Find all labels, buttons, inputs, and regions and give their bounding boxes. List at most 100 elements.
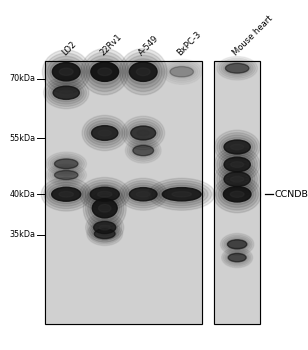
Ellipse shape — [217, 56, 257, 80]
Ellipse shape — [124, 55, 162, 88]
Ellipse shape — [52, 157, 80, 170]
Ellipse shape — [224, 140, 250, 154]
Ellipse shape — [82, 116, 128, 150]
Ellipse shape — [137, 130, 149, 136]
Ellipse shape — [98, 130, 111, 136]
Ellipse shape — [86, 213, 124, 242]
Ellipse shape — [126, 121, 160, 145]
Ellipse shape — [222, 247, 253, 268]
Ellipse shape — [133, 145, 154, 156]
Bar — [214, 61, 260, 324]
Ellipse shape — [88, 192, 122, 225]
Ellipse shape — [218, 181, 256, 207]
Ellipse shape — [89, 224, 121, 244]
Ellipse shape — [223, 187, 251, 202]
Ellipse shape — [44, 180, 89, 209]
Ellipse shape — [217, 164, 257, 194]
Ellipse shape — [92, 219, 118, 236]
Ellipse shape — [222, 235, 252, 254]
Ellipse shape — [120, 178, 167, 210]
Ellipse shape — [222, 169, 253, 189]
Ellipse shape — [87, 120, 123, 146]
Ellipse shape — [227, 240, 247, 249]
Ellipse shape — [88, 59, 121, 85]
Ellipse shape — [43, 50, 90, 93]
Text: A-549: A-549 — [137, 34, 160, 58]
Ellipse shape — [223, 249, 251, 266]
Ellipse shape — [47, 182, 86, 206]
Ellipse shape — [217, 133, 257, 161]
Ellipse shape — [221, 233, 254, 255]
Ellipse shape — [129, 141, 157, 160]
Ellipse shape — [155, 183, 208, 205]
Ellipse shape — [217, 149, 257, 180]
Ellipse shape — [122, 52, 164, 91]
Ellipse shape — [219, 135, 255, 159]
Ellipse shape — [122, 181, 164, 208]
Ellipse shape — [219, 167, 255, 192]
Ellipse shape — [92, 199, 117, 218]
Ellipse shape — [222, 138, 253, 156]
Ellipse shape — [85, 182, 124, 206]
Ellipse shape — [162, 188, 201, 201]
Bar — [45, 61, 202, 324]
Ellipse shape — [52, 187, 81, 201]
Ellipse shape — [124, 183, 162, 205]
Ellipse shape — [225, 251, 249, 265]
Ellipse shape — [159, 185, 205, 203]
Ellipse shape — [219, 152, 255, 177]
Ellipse shape — [219, 58, 255, 78]
Ellipse shape — [127, 59, 160, 85]
Ellipse shape — [43, 77, 89, 109]
Ellipse shape — [98, 68, 112, 76]
Ellipse shape — [226, 238, 249, 251]
Ellipse shape — [216, 178, 258, 210]
Ellipse shape — [90, 187, 119, 201]
Text: 35kDa: 35kDa — [10, 230, 35, 239]
Ellipse shape — [225, 63, 249, 73]
Ellipse shape — [136, 68, 150, 76]
Ellipse shape — [51, 84, 82, 102]
Text: 22Rv1: 22Rv1 — [98, 33, 124, 58]
Ellipse shape — [89, 123, 120, 143]
Ellipse shape — [48, 82, 84, 104]
Ellipse shape — [131, 144, 156, 158]
Ellipse shape — [131, 126, 156, 140]
Ellipse shape — [224, 237, 250, 252]
Text: LO2: LO2 — [60, 40, 78, 58]
Bar — [214, 61, 260, 324]
Ellipse shape — [41, 177, 91, 211]
Ellipse shape — [127, 185, 160, 203]
Ellipse shape — [214, 130, 260, 164]
Ellipse shape — [91, 126, 118, 140]
Ellipse shape — [50, 155, 82, 172]
Ellipse shape — [226, 252, 248, 263]
Ellipse shape — [48, 166, 84, 184]
Ellipse shape — [52, 63, 80, 81]
Ellipse shape — [46, 152, 87, 176]
Text: 55kDa: 55kDa — [9, 134, 35, 143]
Ellipse shape — [213, 176, 261, 213]
Ellipse shape — [81, 49, 128, 95]
Text: BxPC-3: BxPC-3 — [175, 30, 203, 58]
Ellipse shape — [228, 253, 246, 262]
Ellipse shape — [99, 204, 111, 212]
Ellipse shape — [60, 90, 73, 96]
Ellipse shape — [230, 191, 244, 197]
Text: Mouse heart: Mouse heart — [231, 14, 274, 58]
Ellipse shape — [91, 225, 119, 242]
Ellipse shape — [94, 222, 116, 234]
Ellipse shape — [148, 178, 215, 210]
Ellipse shape — [83, 52, 126, 91]
Ellipse shape — [214, 162, 260, 197]
Ellipse shape — [87, 185, 122, 204]
Ellipse shape — [55, 170, 78, 180]
Ellipse shape — [221, 184, 253, 205]
Ellipse shape — [120, 49, 167, 95]
Text: 70kDa: 70kDa — [10, 74, 35, 83]
Ellipse shape — [224, 157, 250, 172]
Ellipse shape — [231, 144, 244, 150]
Ellipse shape — [221, 60, 253, 77]
Ellipse shape — [87, 222, 123, 246]
Ellipse shape — [91, 62, 119, 82]
